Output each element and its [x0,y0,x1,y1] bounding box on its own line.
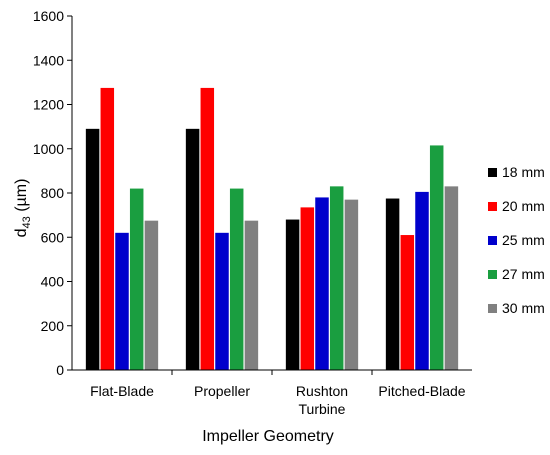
legend-swatch [488,270,497,279]
bars-group [85,87,459,370]
bar [100,87,115,370]
y-tick-label: 1400 [33,52,64,68]
bar [415,191,429,370]
bar [315,197,329,370]
legend-label: 25 mm [502,232,545,248]
bar [344,199,359,370]
bar [115,232,129,370]
y-tick-label: 600 [41,229,65,245]
y-tick-label: 400 [41,274,65,290]
legend-label: 27 mm [502,266,545,282]
legend-label: 18 mm [502,164,545,180]
bar [215,232,229,370]
x-category-label: Pitched-Blade [378,383,465,399]
y-tick-label: 1000 [33,141,64,157]
bar [129,188,144,370]
bar [285,219,300,370]
bar [329,186,344,370]
legend-swatch [488,304,497,313]
legend-label: 30 mm [502,300,545,316]
bar [144,220,159,370]
x-category-label: Rushton [296,383,348,399]
bar [85,128,100,370]
legend: 18 mm 20 mm 25 mm 27 mm 30 mm [488,164,545,316]
legend-label: 20 mm [502,198,545,214]
x-category-label: Flat-Blade [90,383,154,399]
bar [429,145,444,370]
y-ticks-group: 0 200 400 600 800 1000 1200 1400 1600 [33,8,72,378]
bar [200,87,215,370]
bar [444,186,459,370]
y-tick-label: 0 [56,362,64,378]
y-tick-label: 200 [41,318,65,334]
x-category-label: Propeller [194,383,250,399]
bar [244,220,259,370]
y-axis-title: d43 (µm) [13,179,33,238]
x-categories-group: Flat-Blade Propeller Rushton Turbine Pitched… [90,370,466,417]
y-tick-label: 800 [41,185,65,201]
bar [385,198,400,370]
y-tick-label: 1600 [33,8,64,24]
bar [300,207,315,370]
bar [229,188,244,370]
legend-swatch [488,168,497,177]
y-tick-label: 1200 [33,97,64,113]
legend-swatch [488,236,497,245]
x-axis-title: Impeller Geometry [202,428,334,445]
bar [400,235,415,370]
legend-swatch [488,202,497,211]
x-category-label-line2: Turbine [299,401,346,417]
bar [185,128,200,370]
